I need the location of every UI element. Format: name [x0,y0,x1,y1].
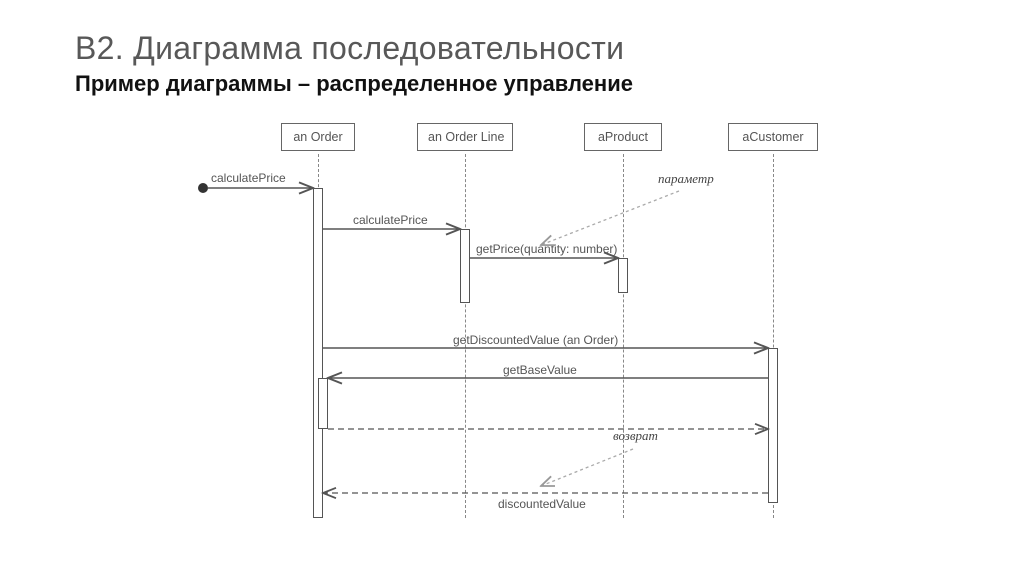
activation-customer [768,348,778,503]
slide-subtitle: Пример диаграммы – распределенное управл… [75,71,949,97]
activation-product [618,258,628,293]
msg-calculateprice-2: calculatePrice [353,213,428,227]
start-dot-icon [198,183,208,193]
msg-getbasevalue: getBaseValue [503,363,577,377]
participant-customer: aCustomer [728,123,818,151]
msg-calculateprice-1: calculatePrice [211,171,286,185]
activation-order-nested [318,378,328,429]
lifeline-product [623,154,624,518]
activation-order-main [313,188,323,518]
participant-order: an Order [281,123,355,151]
participant-product: aProduct [584,123,662,151]
msg-discountedvalue: discountedValue [498,497,586,511]
note-parameter: параметр [658,171,714,187]
participant-orderline: an Order Line [417,123,513,151]
msg-getprice: getPrice(quantity: number) [476,242,617,256]
note-return: возврат [613,428,658,444]
msg-getdiscountedvalue: getDiscountedValue (an Order) [453,333,618,347]
slide-title: B2. Диаграмма последовательности [75,30,949,67]
activation-orderline [460,229,470,303]
sequence-diagram: an Order an Order Line aProduct aCustome… [133,123,873,543]
